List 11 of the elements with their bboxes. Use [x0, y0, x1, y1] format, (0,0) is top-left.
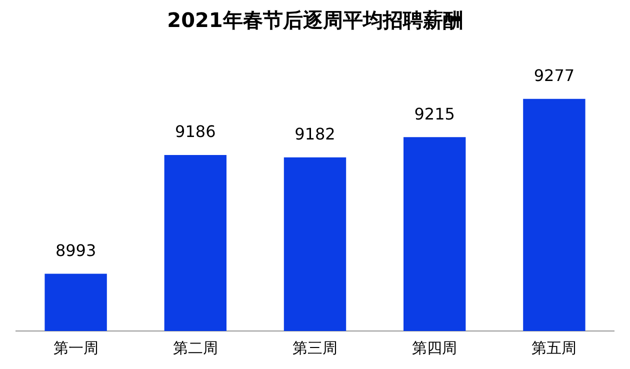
- data-label: 9277: [534, 66, 575, 86]
- chart-title: 2021年春节后逐周平均招聘薪酬: [167, 8, 463, 32]
- x-tick-label: 第三周: [292, 338, 338, 357]
- data-label: 9215: [414, 104, 455, 124]
- x-tick-label: 第四周: [412, 338, 458, 357]
- data-label: 8993: [55, 240, 96, 260]
- x-tick-label: 第二周: [172, 338, 218, 357]
- x-tick-label: 第五周: [532, 338, 577, 357]
- x-tick-label: 第一周: [53, 338, 98, 357]
- data-label: 9182: [294, 124, 336, 144]
- data-label: 9186: [175, 122, 216, 142]
